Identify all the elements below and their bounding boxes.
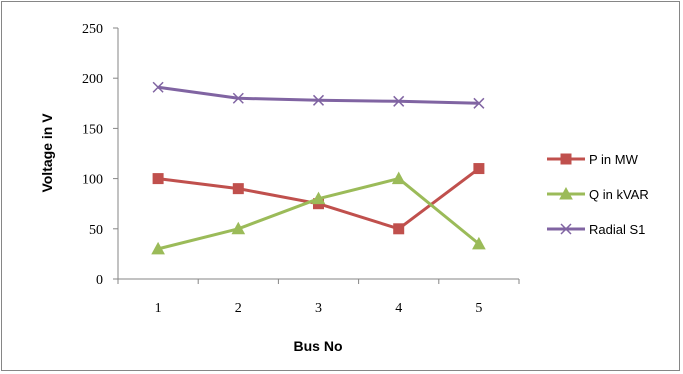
x-tick-label: 2 <box>235 301 242 316</box>
y-axis: 0 50 100 150 200 250 <box>82 22 119 288</box>
data-point-triangle <box>391 171 406 185</box>
data-point-x <box>393 95 405 107</box>
data-point-square <box>232 183 244 195</box>
y-tick-label: 150 <box>82 122 103 137</box>
data-point-x <box>232 92 244 104</box>
y-tick-label: 0 <box>96 273 103 288</box>
series-3 <box>152 81 485 109</box>
data-point-triangle <box>231 221 246 235</box>
y-tick-label: 100 <box>82 173 103 188</box>
series-2 <box>151 171 486 255</box>
data-point-triangle <box>559 186 573 200</box>
data-point-triangle <box>311 191 326 205</box>
data-point-square <box>560 153 572 165</box>
legend: P in MW Q in kVAR Radial S1 <box>547 152 649 237</box>
x-tick-label: 4 <box>395 301 402 316</box>
y-tick-label: 50 <box>89 223 103 238</box>
y-tick-label: 200 <box>82 72 103 87</box>
x-axis: 1 2 3 4 5 <box>117 278 520 316</box>
data-point-triangle <box>151 241 165 255</box>
x-tick-label: 3 <box>315 301 322 316</box>
legend-item: Radial S1 <box>547 222 645 237</box>
data-point-square <box>152 173 164 185</box>
series-line <box>157 177 480 251</box>
data-point-triangle <box>472 236 486 250</box>
legend-label: P in MW <box>589 152 639 167</box>
legend-label: Q in kVAR <box>589 187 649 202</box>
y-tick-label: 250 <box>82 22 103 37</box>
x-tick-label: 5 <box>475 301 482 316</box>
y-axis-title: Voltage in V <box>39 113 55 193</box>
data-point-x <box>312 94 325 106</box>
legend-item: P in MW <box>547 152 639 167</box>
data-point-square <box>473 163 485 175</box>
data-point-x <box>473 97 485 109</box>
series-layer <box>151 81 486 255</box>
data-point-x <box>152 81 164 93</box>
legend-label: Radial S1 <box>589 222 645 237</box>
x-tick-label: 1 <box>155 301 162 316</box>
data-point-square <box>393 223 405 235</box>
data-point-x <box>560 223 572 235</box>
legend-item: Q in kVAR <box>547 186 649 202</box>
x-axis-title: Bus No <box>294 338 343 354</box>
